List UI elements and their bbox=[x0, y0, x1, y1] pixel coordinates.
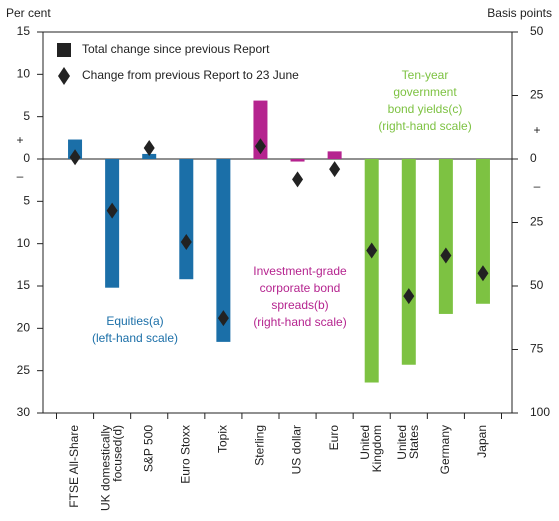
x-tick-label: States bbox=[407, 425, 421, 459]
y-tick-label: 30 bbox=[17, 405, 31, 419]
y2-tick-label: 25 bbox=[530, 215, 544, 229]
y2-tick-label: 50 bbox=[530, 24, 544, 38]
group-label: government bbox=[393, 85, 457, 99]
legend-swatch bbox=[57, 43, 71, 57]
diamond-marker bbox=[477, 265, 489, 282]
x-tick-label: Euro bbox=[327, 425, 341, 451]
bar bbox=[438, 159, 453, 314]
sign-minus: – bbox=[17, 169, 24, 183]
group-label: spreads(b) bbox=[271, 298, 328, 312]
x-tick-label: United bbox=[395, 425, 409, 460]
sign-plus: + bbox=[16, 133, 23, 147]
bar bbox=[364, 159, 379, 383]
sign-plus: + bbox=[533, 123, 540, 137]
y2-tick-label: 0 bbox=[530, 151, 537, 165]
y-tick-label: 10 bbox=[17, 67, 31, 81]
y2-tick-label: 100 bbox=[530, 405, 550, 419]
x-tick-label: Euro Stoxx bbox=[178, 425, 192, 484]
bar bbox=[68, 139, 83, 159]
group-label: bond yields(c) bbox=[388, 102, 463, 116]
diamond-marker bbox=[106, 202, 118, 219]
y-tick-label: 20 bbox=[17, 321, 31, 335]
group-label: (left-hand scale) bbox=[92, 331, 178, 345]
bar bbox=[105, 159, 120, 288]
diamond-marker bbox=[254, 138, 266, 155]
y-tick-label: 15 bbox=[17, 24, 31, 38]
sign-minus: – bbox=[534, 179, 541, 193]
x-tick-label: focused(d) bbox=[110, 425, 124, 482]
diamond-marker bbox=[292, 171, 304, 188]
y-tick-label: 10 bbox=[17, 236, 31, 250]
legend-label: Total change since previous Report bbox=[82, 42, 270, 56]
y2-tick-label: 50 bbox=[530, 278, 544, 292]
bar bbox=[475, 159, 490, 304]
diamond-marker bbox=[403, 288, 415, 305]
diamond-marker bbox=[329, 161, 341, 178]
group-label: (right-hand scale) bbox=[378, 119, 471, 133]
bar bbox=[327, 151, 342, 159]
x-tick-label: FTSE All-Share bbox=[67, 425, 81, 508]
diamond-marker bbox=[440, 247, 452, 264]
y-axis-label: Per cent bbox=[6, 6, 51, 20]
group-label: Ten-year bbox=[402, 68, 449, 82]
group-label: corporate bond bbox=[260, 281, 341, 295]
diamond-marker bbox=[180, 233, 192, 250]
x-tick-label: Sterling bbox=[253, 425, 267, 466]
x-tick-label: United bbox=[358, 425, 372, 460]
diamond-marker bbox=[69, 149, 81, 166]
bar bbox=[216, 159, 231, 342]
x-tick-label: Topix bbox=[216, 425, 230, 453]
x-tick-label: Kingdom bbox=[370, 425, 384, 472]
diamond-marker bbox=[366, 242, 378, 259]
bar bbox=[401, 159, 416, 365]
y-tick-label: 5 bbox=[23, 194, 30, 208]
y2-tick-label: 25 bbox=[530, 88, 544, 102]
group-label: Investment-grade bbox=[253, 264, 347, 278]
x-tick-label: Japan bbox=[475, 425, 489, 458]
x-tick-label: Germany bbox=[438, 425, 452, 474]
y2-tick-label: 75 bbox=[530, 342, 544, 356]
y-tick-label: 25 bbox=[17, 363, 31, 377]
x-tick-label: S&P 500 bbox=[141, 425, 155, 472]
legend-label: Change from previous Report to 23 June bbox=[82, 68, 299, 82]
bar bbox=[142, 153, 157, 159]
y2-axis-label: Basis points bbox=[487, 6, 552, 20]
y-tick-label: 5 bbox=[23, 109, 30, 123]
y-tick-label: 15 bbox=[17, 278, 31, 292]
group-label: (right-hand scale) bbox=[253, 315, 346, 329]
bar bbox=[290, 159, 305, 162]
y-tick-label: 0 bbox=[23, 151, 30, 165]
bar bbox=[179, 159, 194, 280]
diamond-marker bbox=[217, 310, 229, 327]
x-tick-label: UK domestically bbox=[98, 425, 112, 511]
group-label: Equities(a) bbox=[106, 314, 163, 328]
legend-diamond bbox=[58, 67, 70, 85]
x-tick-label: US dollar bbox=[290, 425, 304, 474]
diamond-marker bbox=[143, 139, 155, 156]
